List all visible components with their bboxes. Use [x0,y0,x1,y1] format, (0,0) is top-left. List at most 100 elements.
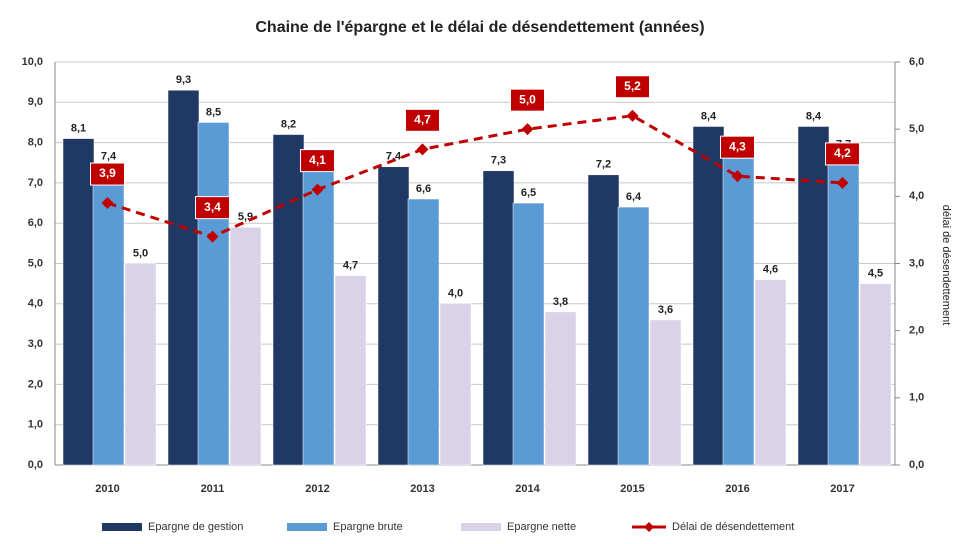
bar-value-label: 7,3 [491,155,506,167]
line-marker [731,170,744,183]
y2-tick-label: 5,0 [909,123,924,135]
chart-title: Chaine de l'épargne et le délai de désen… [255,19,704,36]
bar [62,138,95,466]
legend-label: Epargne brute [333,521,403,533]
x-tick-label: 2012 [305,483,329,495]
y-tick-label: 0,0 [28,459,43,471]
line-marker [836,176,849,189]
y-tick-label: 5,0 [28,257,43,269]
bar-value-label: 8,4 [701,110,717,122]
y2-tick-label: 1,0 [909,392,924,404]
bar [197,122,230,466]
bar-value-label: 4,5 [868,268,883,280]
x-tick-label: 2011 [201,483,225,495]
legend-label: Epargne de gestion [148,521,243,533]
bar [587,174,620,466]
y2-tick-label: 6,0 [909,56,924,68]
x-tick-label: 2014 [515,483,540,495]
line [107,114,843,239]
line-marker [521,123,534,136]
y-tick-label: 1,0 [28,419,43,431]
bar [272,134,305,466]
line-label-box [720,135,755,159]
bar [302,166,335,466]
y2-tick-label: 2,0 [909,325,924,337]
bar-value-label: 6,6 [416,183,431,195]
line-marker [101,197,114,210]
bar-value-label: 4,7 [343,259,358,271]
bar [797,126,830,466]
bar [482,170,515,466]
bar [827,154,860,466]
line-marker [206,230,219,243]
x-tick-label: 2016 [725,483,749,495]
legend-label: Délai de désendettement [672,521,794,533]
bar [377,166,410,466]
bar-value-label: 3,6 [658,304,673,316]
bar [334,275,367,466]
bar [649,319,682,466]
y-tick-label: 8,0 [28,137,43,149]
y-tick-label: 4,0 [28,298,43,310]
bar-value-label: 8,1 [71,122,86,134]
bar-value-label: 6,5 [521,187,536,199]
line-value-label: 4,7 [414,112,431,126]
y-tick-label: 7,0 [28,177,43,189]
bar-value-label: 7,2 [596,159,611,171]
bar-value-label: 5,9 [238,211,253,223]
y-tick-label: 6,0 [28,217,43,229]
bar-value-label: 5,0 [133,247,148,259]
y-tick-label: 9,0 [28,96,43,108]
x-tick-label: 2013 [410,483,434,495]
x-tick-label: 2017 [830,483,854,495]
line-label-box [510,88,545,112]
bar [229,226,262,466]
line-value-label: 4,2 [834,146,851,160]
bar [407,198,440,466]
x-tick-label: 2010 [95,483,119,495]
bar-value-label: 4,0 [448,288,463,300]
line-marker [626,109,639,122]
bar-value-label: 7,4 [386,151,402,163]
bar-value-label: 8,5 [206,106,221,118]
line-marker [416,143,429,156]
bar [512,202,545,466]
line-label-box [300,149,335,173]
bar [859,283,892,466]
bar-value-label: 3,8 [553,296,568,308]
bar [439,303,472,466]
line-label-box [90,162,125,186]
line-label-box [615,75,650,99]
bar [92,166,125,466]
legend-swatch [461,523,501,531]
line-value-label: 5,0 [519,92,536,106]
bar [167,89,200,466]
y2-tick-label: 4,0 [909,190,924,202]
legend-swatch [102,523,142,531]
y-tick-label: 10,0 [22,56,43,68]
line-value-label: 5,2 [624,79,641,93]
y2-tick-label: 3,0 [909,257,924,269]
line-value-label: 3,9 [99,166,116,180]
y2-axis-label: délai de désendettement [940,205,952,325]
line-label-box [405,108,440,132]
line-value-label: 4,1 [309,153,326,167]
bar-value-label: 6,4 [626,191,642,203]
x-tick-label: 2015 [620,483,644,495]
bar-value-label: 9,3 [176,74,191,86]
y2-tick-label: 0,0 [909,459,924,471]
bar-value-label: 7,4 [101,151,117,163]
bar-value-label: 8,2 [281,118,296,130]
bar [544,311,577,466]
bar-value-label: 8,4 [806,110,822,122]
bar [722,154,755,466]
line-marker [311,183,324,196]
bar [754,279,787,466]
legend-label: Epargne nette [507,521,576,533]
line-label-box [825,142,860,166]
bar-value-label: 4,6 [763,264,778,276]
legend-swatch [287,523,327,531]
line-label-box [195,196,230,220]
line-value-label: 3,4 [204,200,221,214]
